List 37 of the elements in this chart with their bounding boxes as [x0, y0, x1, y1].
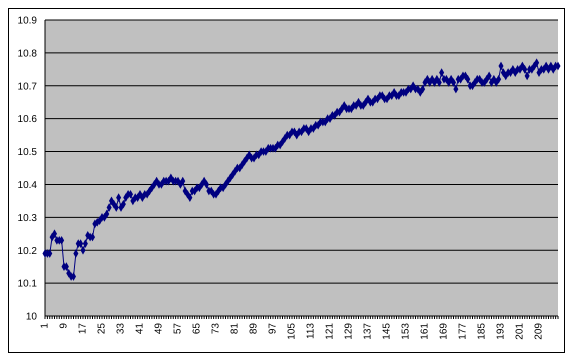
x-tick-label: 1 — [40, 322, 50, 329]
x-tick-label: 193 — [496, 322, 506, 340]
x-tick-label: 41 — [134, 322, 146, 334]
y-tick-label: 10.7 — [18, 81, 38, 92]
x-tick-label: 57 — [172, 322, 184, 334]
x-tick-label: 33 — [116, 322, 126, 334]
y-tick-label: 10 — [26, 312, 38, 323]
x-tick-label: 113 — [306, 322, 316, 339]
x-tick-label: 121 — [324, 322, 336, 340]
y-tick-label: 10.6 — [18, 114, 38, 126]
x-tick-label: 89 — [248, 322, 260, 334]
x-tick-label: 161 — [420, 322, 430, 340]
x-tick-label: 81 — [230, 322, 240, 334]
x-tick-label: 65 — [192, 322, 202, 334]
x-tick-label: 209 — [534, 322, 544, 340]
x-tick-label: 105 — [286, 322, 298, 340]
y-tick-label: 10.2 — [18, 246, 38, 257]
x-tick-label: 201 — [514, 322, 526, 340]
y-tick-label: 10.5 — [18, 147, 38, 158]
x-tick-label: 97 — [268, 322, 278, 334]
x-tick-label: 49 — [154, 322, 164, 334]
y-tick-label: 10.8 — [18, 48, 38, 60]
y-tick-label: 10.1 — [18, 278, 38, 290]
x-tick-label: 153 — [400, 322, 412, 340]
x-tick-label: 137 — [362, 322, 374, 340]
x-tick-label: 185 — [476, 322, 488, 340]
x-tick-label: 25 — [96, 322, 108, 334]
x-tick-label: 145 — [382, 322, 392, 340]
x-tick-label: 129 — [344, 322, 354, 340]
x-tick-label: 169 — [438, 322, 450, 340]
x-tick-label: 9 — [58, 322, 70, 329]
y-tick-label: 10.4 — [18, 180, 38, 191]
x-tick-label: 177 — [458, 322, 468, 340]
y-tick-label: 10.9 — [18, 16, 38, 27]
x-tick-label: 73 — [210, 322, 222, 334]
x-tick-label: 17 — [78, 322, 88, 334]
y-tick-label: 10.3 — [18, 212, 38, 224]
